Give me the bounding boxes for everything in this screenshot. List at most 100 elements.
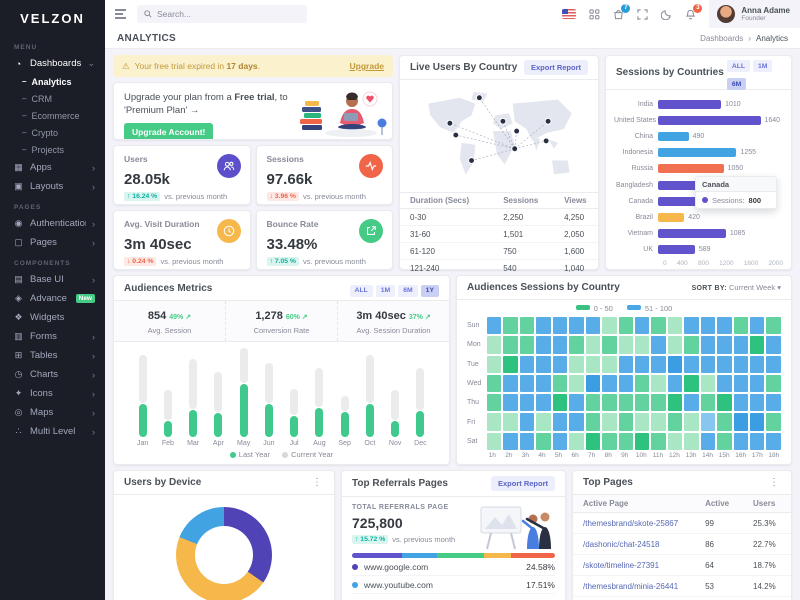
sidebar-item-layouts[interactable]: ▣ Layouts ›	[0, 177, 105, 196]
sidebar-subitem-ecommerce[interactable]: – Ecommerce	[0, 107, 105, 124]
heatmap-cell[interactable]	[519, 355, 535, 373]
heatmap-cell[interactable]	[667, 317, 683, 335]
heatmap-cell[interactable]	[585, 413, 601, 431]
dark-mode-moon-icon[interactable]	[661, 9, 672, 20]
export-report-button[interactable]: Export Report	[490, 476, 555, 491]
heatmap-cell[interactable]	[552, 432, 568, 450]
heatmap-cell[interactable]	[651, 374, 666, 393]
heatmap-cell[interactable]	[684, 336, 699, 354]
heatmap-cell[interactable]	[733, 413, 748, 431]
heatmap-cell[interactable]	[585, 336, 601, 354]
heatmap-cell[interactable]	[503, 413, 518, 431]
heatmap-cell[interactable]	[618, 413, 633, 431]
heatmap-cell[interactable]	[651, 336, 666, 354]
search-input[interactable]	[157, 9, 300, 19]
heatmap-cell[interactable]	[750, 317, 765, 335]
heatmap-cell[interactable]	[667, 374, 683, 393]
heatmap-cell[interactable]	[618, 374, 633, 393]
heatmap-cell[interactable]	[602, 432, 617, 450]
heatmap-cell[interactable]	[536, 413, 551, 431]
heatmap-cell[interactable]	[717, 413, 732, 431]
page-link[interactable]: /dashonic/chat-24518	[573, 533, 696, 555]
sidebar-item-apps[interactable]: ▦ Apps ›	[0, 158, 105, 177]
sidebar-item-multi-level[interactable]: ∴ Multi Level ›	[0, 422, 105, 441]
heatmap-cell[interactable]	[634, 413, 650, 431]
heatmap-cell[interactable]	[585, 374, 601, 393]
heatmap-cell[interactable]	[552, 355, 568, 373]
heatmap-cell[interactable]	[634, 394, 650, 412]
heatmap-cell[interactable]	[487, 413, 502, 431]
sidebar-item-authentication[interactable]: ◉ Authentication ›	[0, 214, 105, 233]
hamburger-icon[interactable]	[105, 9, 131, 19]
page-link[interactable]: /skote/timeline-27391	[573, 554, 696, 576]
filter-button-1y[interactable]: 1Y	[420, 284, 439, 297]
heatmap-cell[interactable]	[766, 355, 781, 373]
sidebar-item-dashboards[interactable]: ◔ Dashboards ⌄	[0, 54, 105, 73]
filter-button-6m[interactable]: 6M	[726, 78, 747, 91]
heatmap-cell[interactable]	[552, 336, 568, 354]
heatmap-cell[interactable]	[602, 355, 617, 373]
heatmap-cell[interactable]	[766, 374, 781, 393]
heatmap-cell[interactable]	[569, 413, 584, 431]
heatmap-cell[interactable]	[503, 374, 518, 393]
heatmap-cell[interactable]	[503, 394, 518, 412]
bar-vietnam[interactable]	[658, 229, 726, 239]
page-link[interactable]: /themesbrand/skote-25867	[573, 512, 696, 534]
heatmap-cell[interactable]	[667, 413, 683, 431]
sidebar-item-maps[interactable]: ◎ Maps ›	[0, 403, 105, 422]
world-map[interactable]	[400, 80, 598, 192]
heatmap-cell[interactable]	[569, 432, 584, 450]
heatmap-cell[interactable]	[667, 394, 683, 412]
heatmap-cell[interactable]	[487, 394, 502, 412]
heatmap-cell[interactable]	[585, 394, 601, 412]
bar-uk[interactable]	[658, 245, 695, 255]
stacked-bar[interactable]	[365, 355, 374, 437]
heatmap-cell[interactable]	[536, 374, 551, 393]
heatmap-cell[interactable]	[569, 355, 584, 373]
referral-site[interactable]: www.meta.com	[364, 598, 422, 600]
heatmap-cell[interactable]	[634, 355, 650, 373]
heatmap-cell[interactable]	[766, 336, 781, 354]
heatmap-cell[interactable]	[569, 374, 584, 393]
heatmap-cell[interactable]	[766, 432, 781, 450]
stacked-bar[interactable]	[315, 367, 324, 437]
heatmap-cell[interactable]	[487, 336, 502, 354]
heatmap-cell[interactable]	[700, 336, 716, 354]
heatmap-cell[interactable]	[651, 413, 666, 431]
device-donut-chart[interactable]	[176, 507, 272, 600]
heatmap-cell[interactable]	[733, 394, 748, 412]
stacked-bar[interactable]	[163, 390, 172, 437]
heatmap-cell[interactable]	[536, 432, 551, 450]
sidebar-item-pages[interactable]: ▢ Pages ›	[0, 233, 105, 252]
language-flag-icon[interactable]	[562, 9, 577, 19]
heatmap-cell[interactable]	[552, 413, 568, 431]
heatmap-cell[interactable]	[519, 394, 535, 412]
heatmap-cell[interactable]	[536, 336, 551, 354]
more-menu-icon[interactable]: ⋮	[769, 477, 779, 488]
heatmap-cell[interactable]	[766, 317, 781, 335]
export-report-button[interactable]: Export Report	[523, 60, 588, 75]
referral-site[interactable]: www.youtube.com	[364, 580, 433, 590]
heatmap-cell[interactable]	[519, 336, 535, 354]
breadcrumb-section[interactable]: Dashboards	[700, 33, 744, 43]
heatmap-cell[interactable]	[536, 317, 551, 335]
heatmap-cell[interactable]	[733, 317, 748, 335]
fullscreen-icon[interactable]	[637, 8, 649, 20]
heatmap-cell[interactable]	[487, 374, 502, 393]
heatmap-cell[interactable]	[602, 374, 617, 393]
stacked-bar[interactable]	[214, 371, 223, 437]
filter-button-all[interactable]: ALL	[349, 284, 373, 297]
filter-button-all[interactable]: ALL	[726, 60, 751, 73]
heatmap-cell[interactable]	[750, 355, 765, 373]
heatmap-cell[interactable]	[717, 355, 732, 373]
stacked-bar[interactable]	[138, 355, 147, 437]
heatmap-cell[interactable]	[684, 355, 699, 373]
heatmap-cell[interactable]	[536, 394, 551, 412]
filter-button-1m[interactable]: 1M	[375, 284, 396, 297]
heatmap-cell[interactable]	[569, 317, 584, 335]
heatmap-cell[interactable]	[602, 394, 617, 412]
heatmap-cell[interactable]	[519, 374, 535, 393]
heatmap-cell[interactable]	[618, 336, 633, 354]
heatmap-cell[interactable]	[503, 432, 518, 450]
stacked-bar[interactable]	[239, 348, 248, 437]
